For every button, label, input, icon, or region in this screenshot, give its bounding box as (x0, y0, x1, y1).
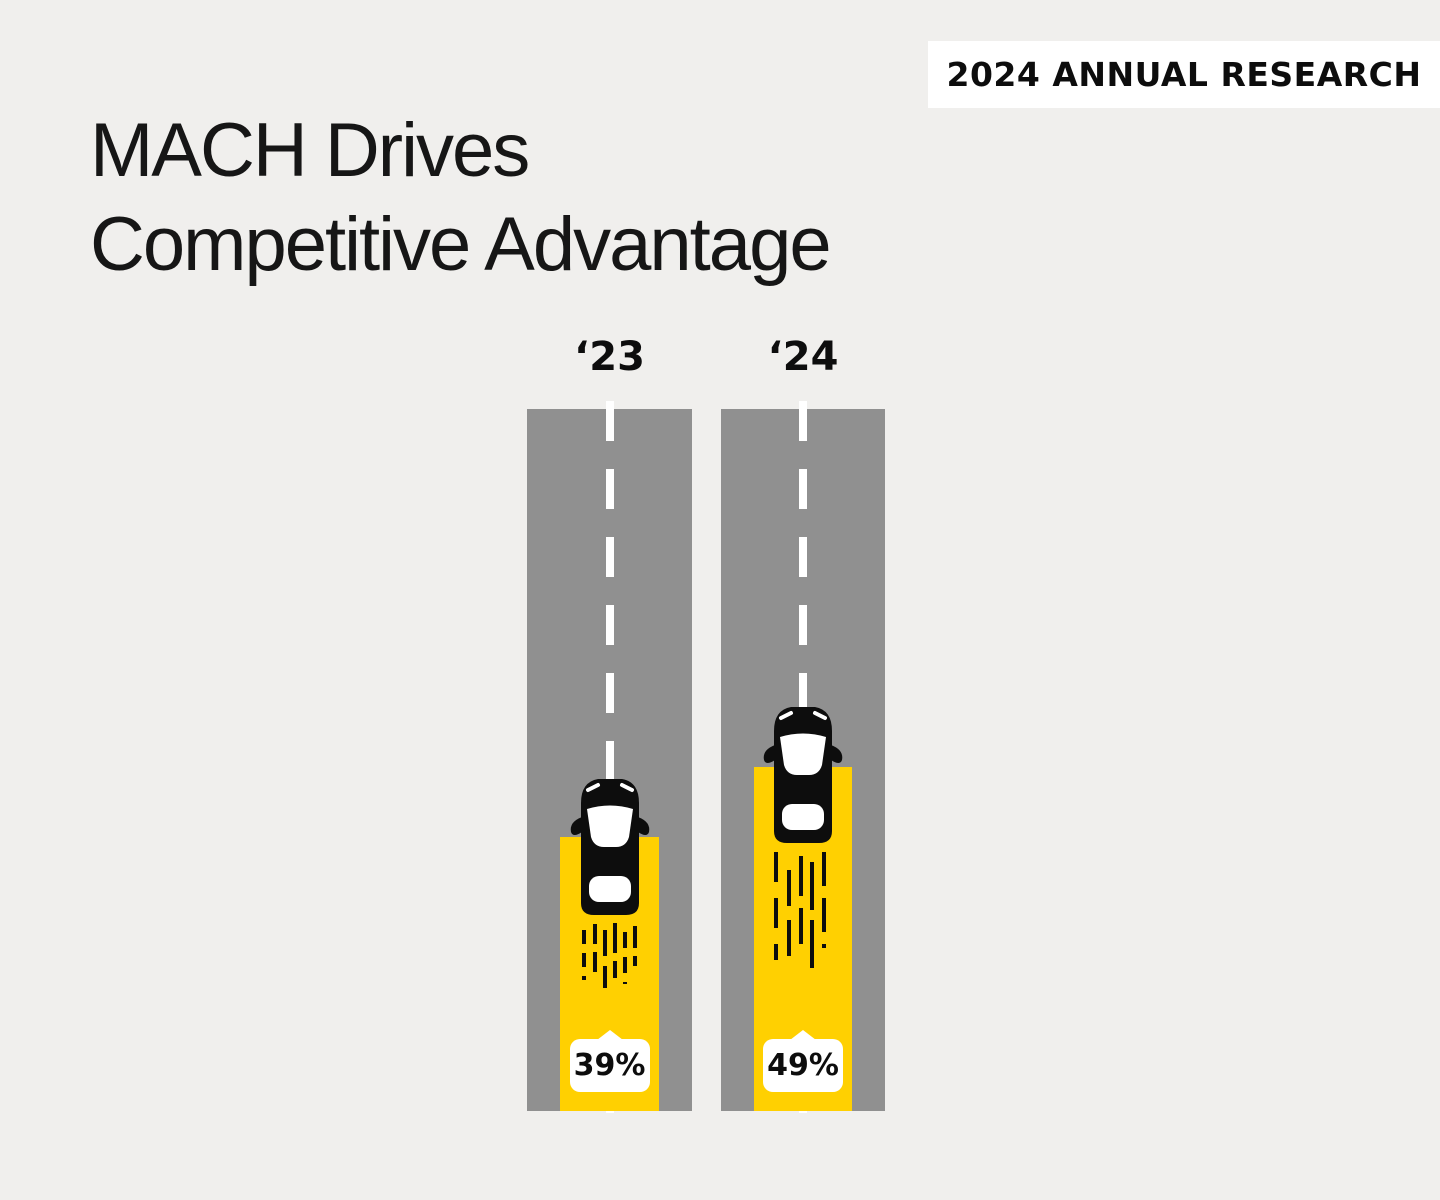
car-mirror-right (831, 745, 843, 763)
page-title-line2: Competitive Advantage (90, 202, 832, 287)
car-rear-window (782, 804, 824, 830)
car-headlight-left (779, 711, 793, 720)
speed-lines-icon (774, 852, 826, 976)
car-mirror-right (637, 817, 649, 835)
category-label-2024: ‘24 (767, 334, 839, 380)
car-windshield (780, 733, 826, 775)
car-windshield (586, 805, 633, 847)
value-label-2024: 49% (763, 1039, 843, 1092)
value-label-2024-text: 49% (767, 1048, 839, 1083)
value-label-2023-text: 39% (573, 1048, 646, 1083)
annual-research-badge: 2024 ANNUAL RESEARCH (928, 41, 1440, 108)
car-mirror-left (570, 817, 582, 835)
road-bar-2023: ‘23 39% (527, 334, 692, 1113)
category-label-2023: ‘23 (574, 334, 645, 380)
car-rear-window (588, 876, 631, 902)
car-headlight-right (813, 711, 827, 720)
page-title: MACH Drives Competitive Advantage (90, 104, 832, 292)
value-label-2023: 39% (569, 1039, 650, 1092)
car-headlight-right (619, 783, 634, 792)
road-bar-2024: ‘24 49% (721, 334, 885, 1113)
page-title-line1: MACH Drives (90, 108, 530, 193)
car-icon (570, 779, 649, 915)
car-mirror-left (763, 745, 775, 763)
speed-lines-icon (581, 923, 637, 988)
car-icon (763, 707, 843, 843)
car-headlight-left (585, 783, 600, 792)
lane-dashed-line (605, 401, 614, 1113)
